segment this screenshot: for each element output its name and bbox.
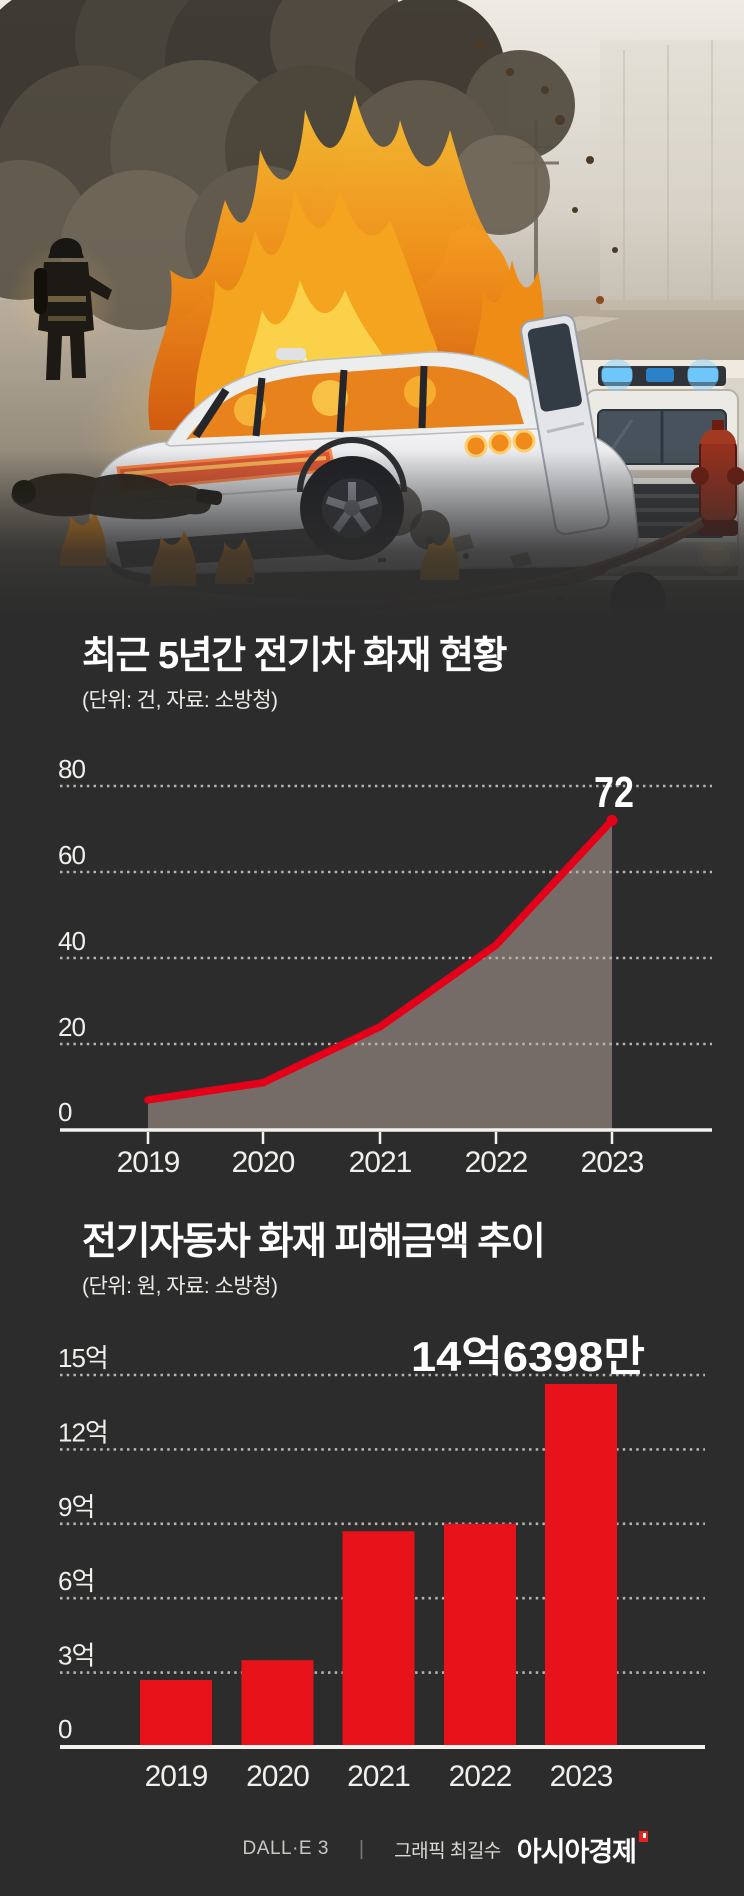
x-tick-label: 2023 — [550, 1760, 613, 1793]
title-accent-bar — [55, 1222, 69, 1306]
section-unit-note-fires: (단위: 건, 자료: 소방청) — [82, 688, 278, 712]
brand-logo-mark — [639, 1830, 648, 1842]
y-tick-label: 3억 — [58, 1641, 94, 1671]
bar-2021 — [342, 1531, 415, 1747]
trend-line — [144, 816, 616, 1104]
y-tick-label: 15억 — [58, 1343, 108, 1373]
x-tick-label: 2023 — [581, 1146, 644, 1179]
y-tick-label: 6억 — [58, 1566, 94, 1596]
y-tick-label: 0 — [58, 1714, 72, 1744]
firefighter-silhouette — [8, 238, 120, 380]
y-tick-label: 60 — [58, 840, 85, 870]
y-tick-label: 80 — [58, 755, 85, 784]
x-tick-label: 2021 — [349, 1146, 412, 1179]
title-accent-bar — [55, 636, 69, 720]
bar-2023 — [545, 1383, 617, 1747]
x-tick-label: 2021 — [347, 1760, 410, 1793]
x-tick-label: 2019 — [117, 1146, 180, 1179]
hero-illustration — [0, 0, 744, 620]
y-tick-label: 12억 — [58, 1417, 108, 1447]
section-unit-note-damages: (단위: 원, 자료: 소방청) — [82, 1274, 278, 1298]
area-fill — [148, 820, 612, 1130]
damages-bar-chart-svg: 0 3억 6억 9억 12억 15억 2019 2020 2021 2022 2023 14억6398… — [58, 1333, 705, 1793]
y-tick-label: 9억 — [58, 1492, 94, 1522]
fires-area-chart: 0 20 40 60 80 2019 2020 2021 2022 2023 72 — [0, 754, 744, 1215]
section-header-fires: 최근 5년간 전기차 화재 현황 (단위: 건, 자료: 소방청) — [55, 635, 507, 720]
section-title-fires: 최근 5년간 전기차 화재 현황 — [82, 635, 507, 677]
bar-2020 — [241, 1660, 314, 1747]
tool-credit: DALL·E 3 — [242, 1838, 329, 1859]
section-title-damages: 전기자동차 화재 피해금액 추이 — [82, 1221, 546, 1263]
x-tick-label: 2022 — [465, 1146, 528, 1179]
data-point-annotation: 14억6398만 — [411, 1333, 645, 1380]
x-tick-label: 2019 — [145, 1760, 208, 1793]
footer-credits: DALL·E 3 | 그래픽 최길수 아시아경제 — [0, 1830, 744, 1869]
bar-2022 — [444, 1523, 516, 1747]
x-tick-label: 2020 — [246, 1760, 309, 1793]
y-tick-label: 40 — [58, 926, 85, 956]
brand-logo: 아시아경제 — [517, 1830, 648, 1869]
flying-embers — [475, 40, 618, 304]
damages-bar-chart: 0 3억 6억 9억 12억 15억 2019 2020 2021 2022 2023 14억6398… — [0, 1320, 744, 1800]
x-tick-label: 2022 — [449, 1760, 512, 1793]
credit-separator: | — [358, 1837, 365, 1860]
graphic-credit: 그래픽 최길수 — [394, 1840, 501, 1862]
fires-area-chart-svg: 0 20 40 60 80 2019 2020 2021 2022 2023 72 — [58, 754, 712, 1179]
trend-line-endpoint — [606, 814, 618, 826]
data-point-annotation: 72 — [594, 768, 634, 817]
bar-2019 — [140, 1680, 212, 1747]
y-tick-label: 20 — [58, 1012, 85, 1042]
burning-ev-scene — [0, 0, 744, 620]
flames — [148, 95, 545, 430]
section-header-damages: 전기자동차 화재 피해금액 추이 (단위: 원, 자료: 소방청) — [55, 1221, 546, 1306]
x-tick-label: 2020 — [232, 1146, 295, 1179]
y-tick-label: 0 — [58, 1097, 72, 1127]
